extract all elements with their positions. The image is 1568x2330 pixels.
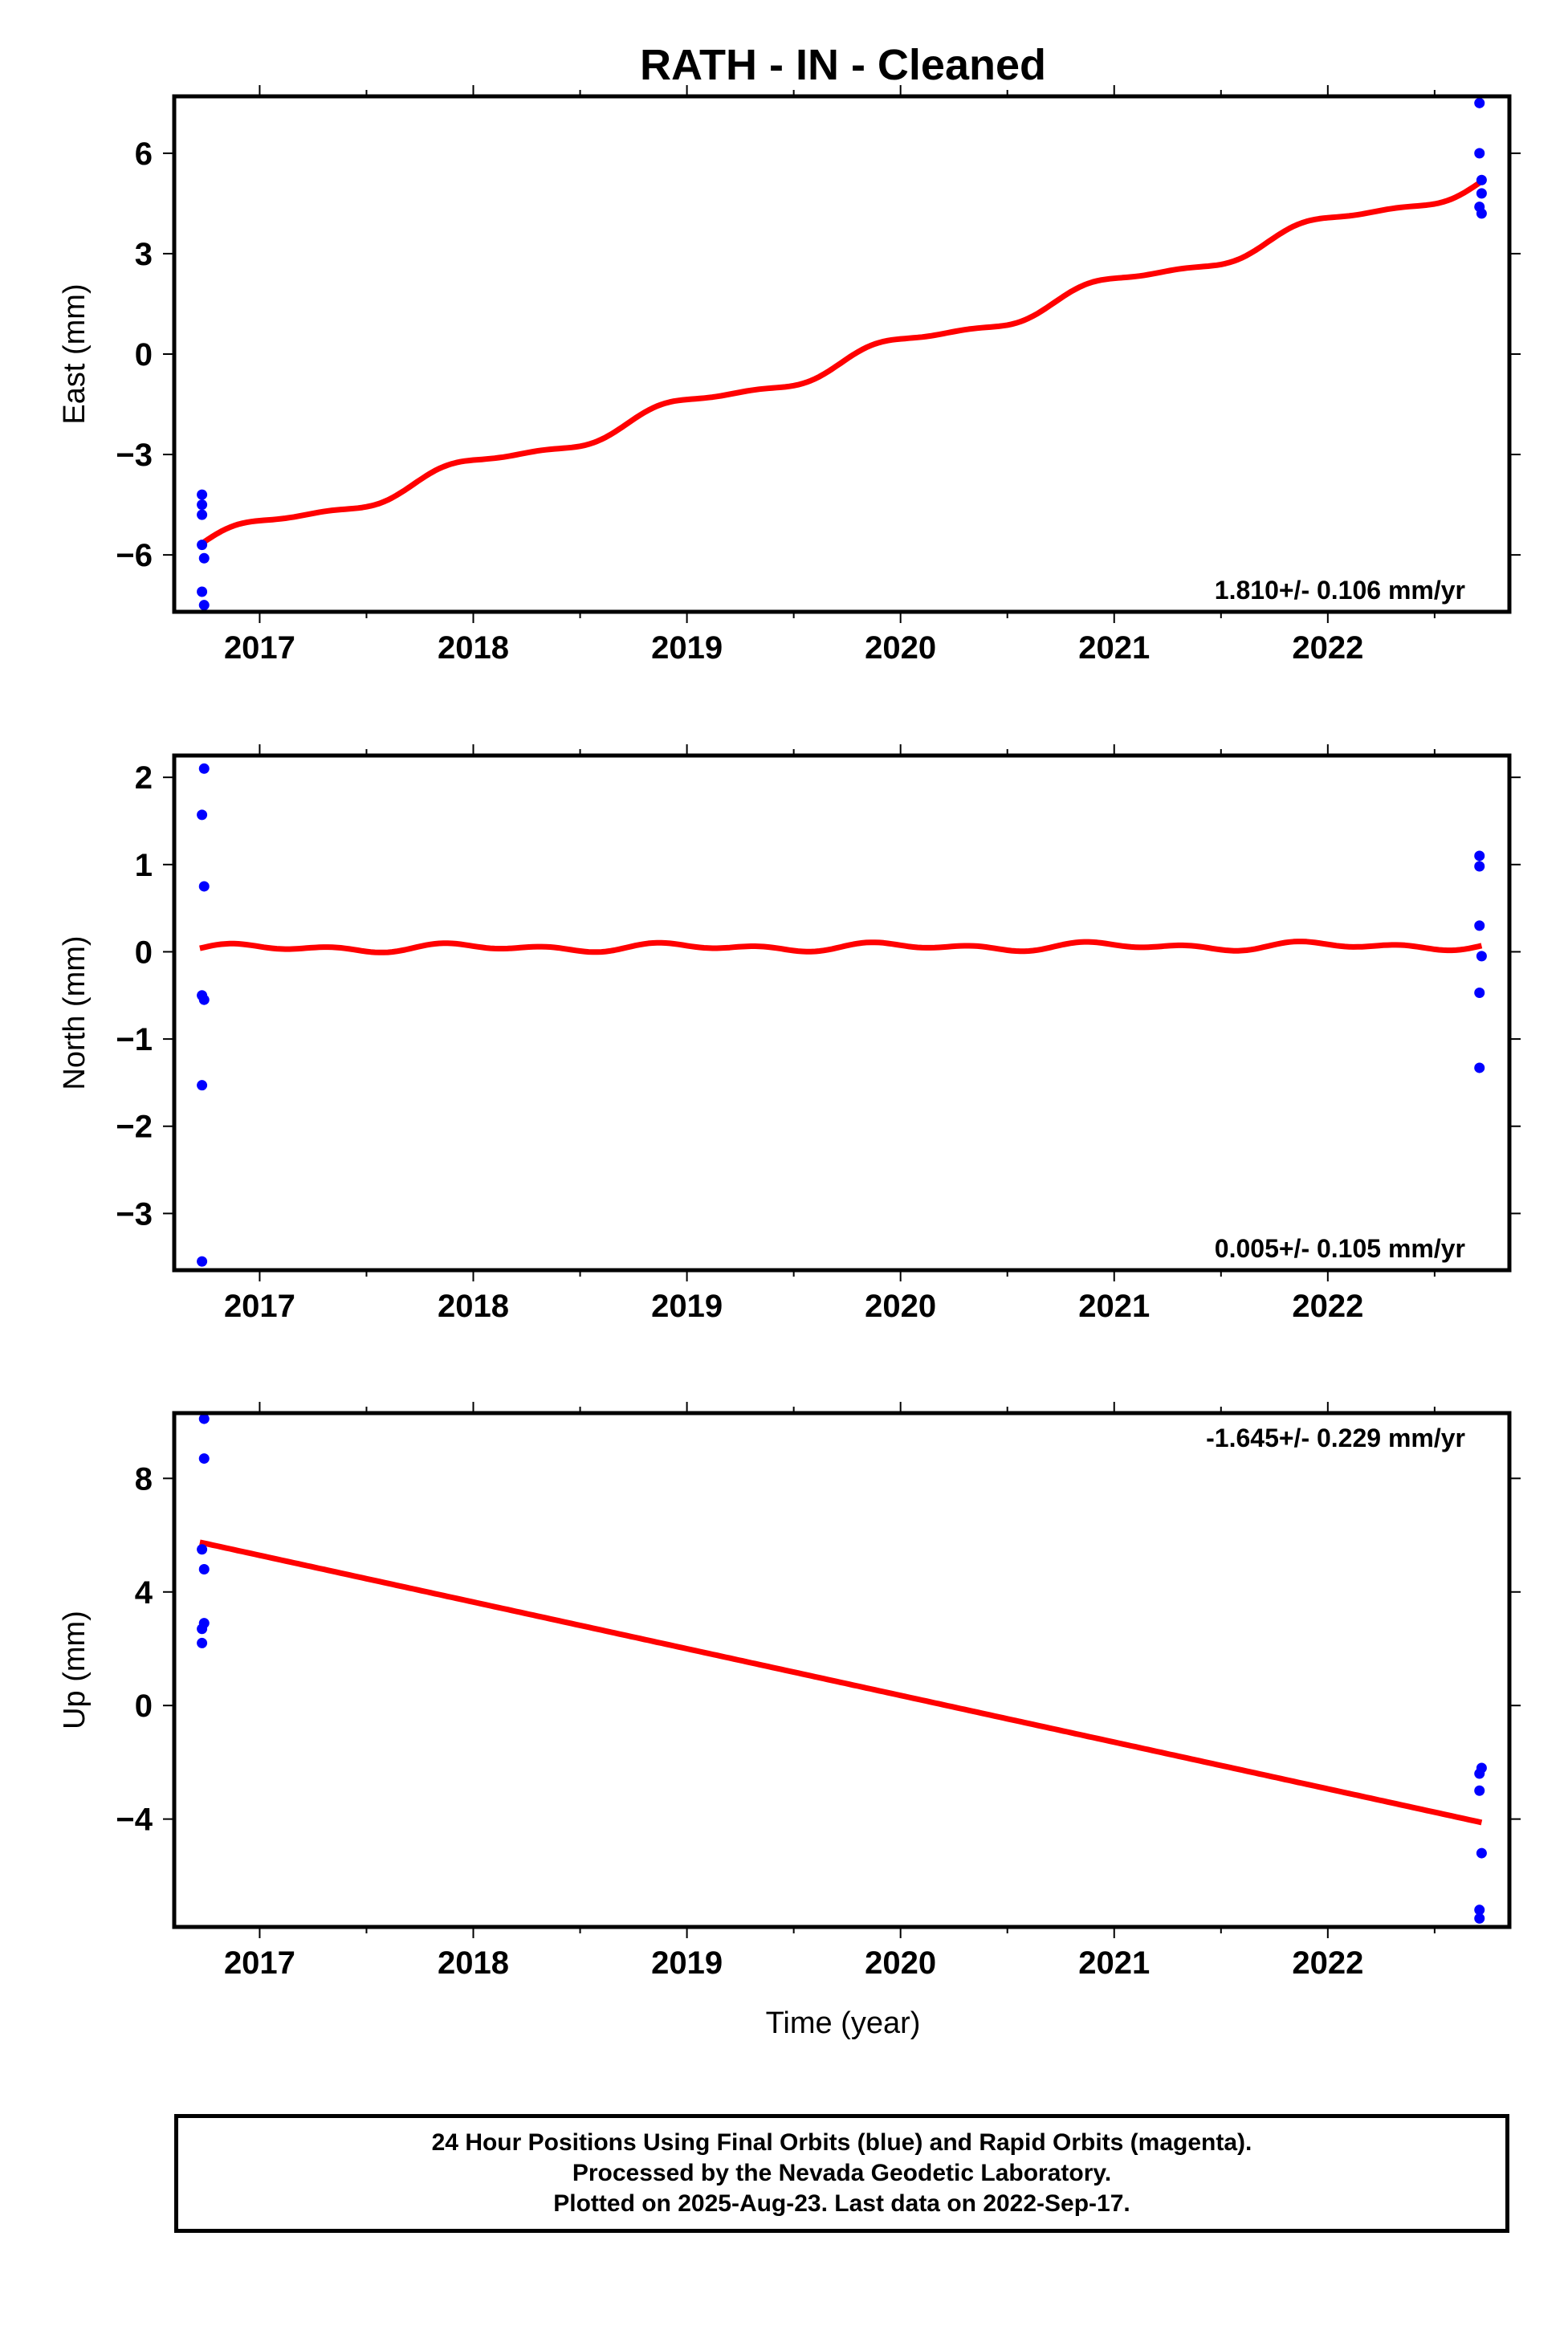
east-data-point [197,489,208,500]
up-xtick-label: 2022 [1292,1945,1363,1981]
north-xtick-label: 2021 [1078,1289,1150,1324]
east-data-point [1474,148,1485,159]
north-data-point [1474,920,1485,931]
north-data-point [198,994,210,1005]
up-data-point [1474,1904,1485,1916]
east-ytick-label: 6 [135,136,153,172]
up-frame [172,1411,1512,1929]
up-data-point [197,1544,208,1555]
north-ytick-label: 1 [135,848,153,883]
north-ytick-label: 2 [135,760,153,796]
footer-line-processed: Processed by the Nevada Geodetic Laborat… [572,2160,1112,2186]
east-plot-area [197,97,1487,611]
north-data-point [197,809,208,821]
chart-title: RATH - IN - Cleaned [640,41,1046,89]
up-panel: −4 0 4 8 2017 2018 2019 2020 2021 2022 Up (mm) -1.6… [58,1402,1521,1981]
up-data-point [197,1623,208,1635]
north-frame [172,753,1512,1273]
up-axis-label: Up (mm) [58,1611,92,1729]
up-data-point [1474,1785,1485,1796]
east-ytick-label: −3 [116,438,153,473]
east-data-point [1476,188,1487,199]
up-xtick-label: 2017 [224,1945,295,1981]
east-axis-label: East (mm) [58,283,92,424]
east-data-point [198,552,210,564]
north-ytick-label: −1 [116,1022,153,1057]
east-data-point [197,499,208,511]
up-model-line [199,1539,1483,1826]
east-xtick-label: 2020 [865,630,936,666]
up-data-point [198,1453,210,1464]
up-data-point [1476,1847,1487,1859]
east-data-point [1476,208,1487,219]
north-xtick-label: 2018 [438,1289,509,1324]
up-ytick-label: 4 [135,1575,153,1611]
footer-line-plotted: Plotted on 2025-Aug-23. Last data on 202… [553,2190,1130,2217]
east-xtick-label: 2017 [224,630,295,666]
north-data-point [1474,861,1485,872]
up-data-point [197,1637,208,1648]
north-plot-area [197,763,1487,1267]
north-data-point [198,763,210,774]
east-model-line [198,179,1484,548]
north-data-point [1474,988,1485,999]
east-xtick-label: 2018 [438,630,509,666]
up-xtick-label: 2018 [438,1945,509,1981]
east-data-point [198,600,210,611]
up-data-point [1474,1912,1485,1924]
north-data-point [197,1256,208,1267]
east-panel: −6 −3 0 3 6 2017 2018 2019 2020 2021 2022 East (mm)… [58,85,1521,666]
east-data-point [197,540,208,551]
north-data-point [198,881,210,892]
north-axis-label: North (mm) [58,935,92,1090]
up-data-point [198,1563,210,1574]
up-ytick-label: 8 [135,1461,153,1497]
up-data-point [1474,1768,1485,1779]
north-panel: −3 −2 −1 0 1 2 2017 2018 2019 2020 2021 2022 North (… [58,744,1521,1324]
up-xtick-label: 2019 [651,1945,723,1981]
north-data-point [1476,951,1487,962]
north-xtick-label: 2017 [224,1289,295,1324]
north-ytick-label: −2 [116,1110,153,1145]
up-ytick-label: 0 [135,1688,153,1724]
north-xtick-label: 2022 [1292,1289,1363,1324]
up-plot-area [197,1413,1487,1924]
north-data-point [197,1080,208,1091]
east-rate-label: 1.810+/- 0.106 mm/yr [1215,576,1465,605]
north-model-line [199,939,1483,955]
east-data-point [1476,174,1487,185]
east-xtick-label: 2019 [651,630,723,666]
x-axis-label: Time (year) [766,2006,921,2040]
north-rate-label: 0.005+/- 0.105 mm/yr [1215,1234,1465,1263]
east-ytick-label: −6 [116,538,153,573]
up-data-point [198,1413,210,1424]
north-data-point [1474,1062,1485,1073]
up-rate-label: -1.645+/- 0.229 mm/yr [1206,1424,1465,1452]
up-xtick-label: 2021 [1078,1945,1150,1981]
footer-line-orbits: 24 Hour Positions Using Final Orbits (bl… [431,2129,1252,2156]
up-xtick-label: 2020 [865,1945,936,1981]
east-data-point [197,509,208,520]
east-xtick-label: 2022 [1292,630,1363,666]
up-ytick-label: −4 [116,1802,153,1838]
east-data-point [197,586,208,597]
north-data-point [1474,850,1485,862]
east-ytick-label: 3 [135,237,153,272]
north-xtick-label: 2020 [865,1289,936,1324]
north-ytick-label: 0 [135,935,153,970]
footer-box: 24 Hour Positions Using Final Orbits (bl… [174,2114,1509,2233]
east-xtick-label: 2021 [1078,630,1150,666]
east-ytick-label: 0 [135,337,153,373]
north-ytick-label: −3 [116,1196,153,1232]
east-data-point [1474,97,1485,108]
north-xtick-label: 2019 [651,1289,723,1324]
east-frame [172,94,1512,614]
